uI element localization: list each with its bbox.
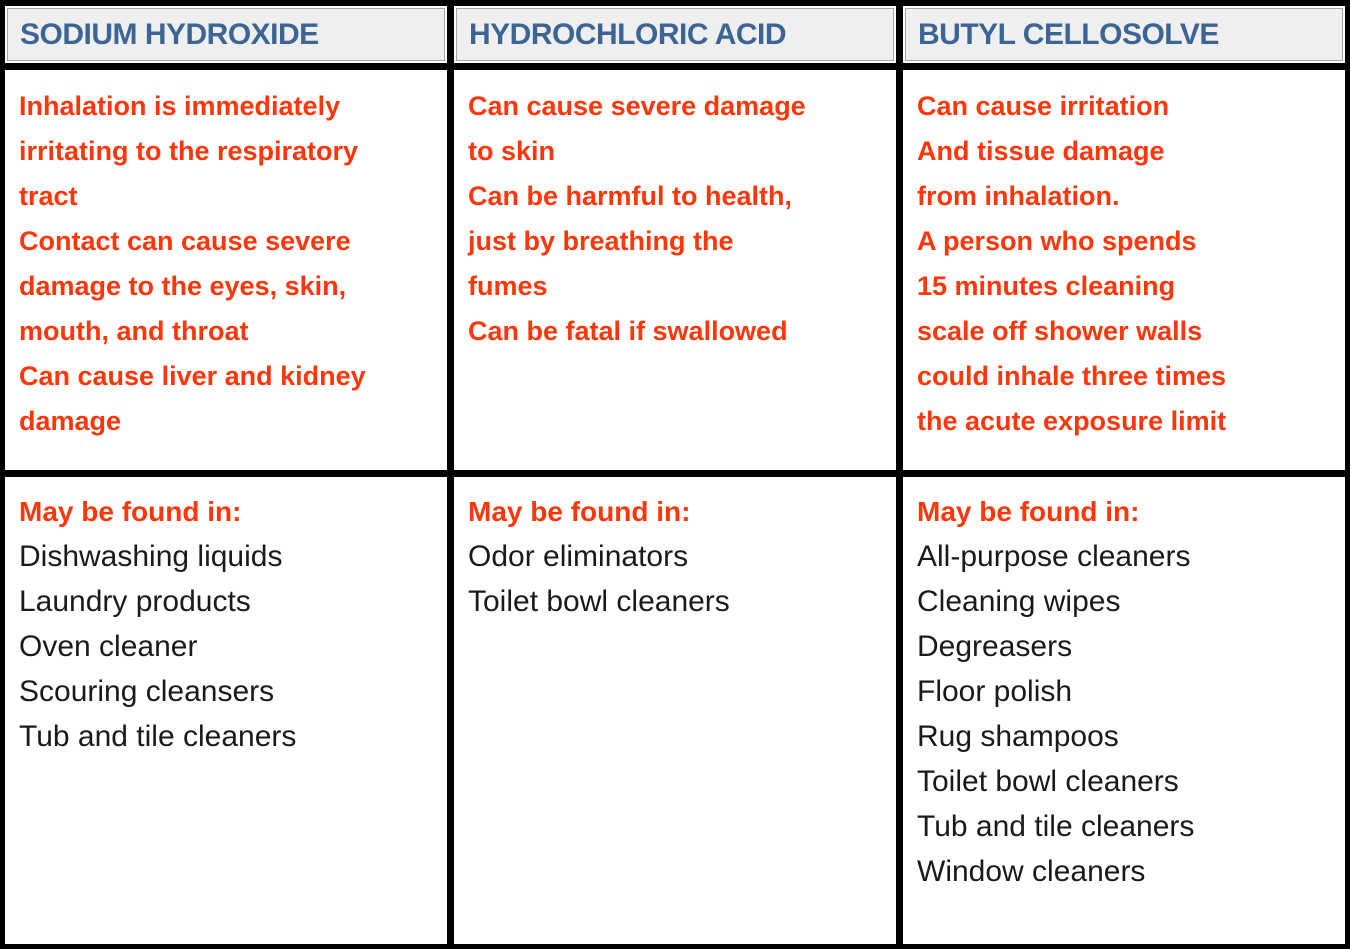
found-in-item: All-purpose cleaners [917,540,1191,573]
hazard-lines: Can cause irritation And tissue damage fro… [917,84,1339,444]
found-in-item: Tub and tile cleaners [917,810,1195,843]
hazard-text-line: mouth, and throat [19,316,249,346]
column-title: HYDROCHLORIC ACID [469,17,787,51]
hazard-text-line: scale off shower walls [917,316,1203,346]
found-in-cell-sodium-hydroxide: May be found in: Dishwashing liquids Laun… [5,477,447,944]
found-in-item: Window cleaners [917,855,1146,888]
found-in-cell-hydrochloric-acid: May be found in: Odor eliminators Toilet … [454,477,896,944]
hazard-lines: Inhalation is immediately irritating to t… [19,84,441,444]
hazard-text-line: just by breathing the [468,226,734,256]
hazard-text-line: irritating to the respiratory [19,136,359,166]
found-in-list: Dishwashing liquids Laundry products Oven … [19,534,441,759]
header-box: BUTYL CELLOSOLVE [905,8,1343,61]
found-in-item: Oven cleaner [19,630,198,663]
hazard-text-line: from inhalation. [917,181,1120,211]
hazard-text-line: 15 minutes cleaning [917,271,1176,301]
found-in-cell-butyl-cellosolve: May be found in: All-purpose cleaners Cle… [903,477,1345,944]
hazard-text-line: A person who spends [917,226,1197,256]
found-in-item: Laundry products [19,585,251,618]
column-header-hydrochloric-acid: HYDROCHLORIC ACID [454,6,896,63]
hazard-text-line: damage [19,406,122,436]
column-title: SODIUM HYDROXIDE [20,17,319,51]
hazard-text-line: Can cause liver and kidney [19,361,366,391]
found-in-label: May be found in: [917,496,1140,527]
hazard-lines: Can cause severe damage to skin Can be har… [468,84,890,354]
hazard-cell-hydrochloric-acid: Can cause severe damage to skin Can be har… [454,70,896,470]
hazard-text-line: fumes [468,271,548,301]
hazard-text-line: Can cause irritation [917,91,1170,121]
found-in-list: All-purpose cleaners Cleaning wipes Degrea… [917,534,1339,894]
column-header-sodium-hydroxide: SODIUM HYDROXIDE [5,6,447,63]
hazard-text-line: Inhalation is immediately [19,91,341,121]
hazard-text-line: tract [19,181,78,211]
found-in-item: Dishwashing liquids [19,540,283,573]
hazard-cell-butyl-cellosolve: Can cause irritation And tissue damage fro… [903,70,1345,470]
found-in-item: Scouring cleansers [19,675,275,708]
hazard-text-line: the acute exposure limit [917,406,1227,436]
found-in-list: Odor eliminators Toilet bowl cleaners [468,534,890,624]
hazard-text-line: And tissue damage [917,136,1165,166]
found-in-item: Tub and tile cleaners [19,720,297,753]
column-title: BUTYL CELLOSOLVE [918,17,1219,51]
found-in-item: Toilet bowl cleaners [917,765,1179,798]
hazard-text-line: Can be harmful to health, [468,181,793,211]
found-in-item: Rug shampoos [917,720,1119,753]
found-in-item: Toilet bowl cleaners [468,585,730,618]
found-in-item: Odor eliminators [468,540,689,573]
found-in-label: May be found in: [19,496,242,527]
header-box: SODIUM HYDROXIDE [7,8,445,61]
hazard-text-line: Contact can cause severe [19,226,351,256]
hazard-text-line: Can cause severe damage [468,91,806,121]
hazard-text-line: damage to the eyes, skin, [19,271,347,301]
column-header-butyl-cellosolve: BUTYL CELLOSOLVE [903,6,1345,63]
hazard-cell-sodium-hydroxide: Inhalation is immediately irritating to t… [5,70,447,470]
hazard-text-line: Can be fatal if swallowed [468,316,788,346]
found-in-item: Floor polish [917,675,1073,708]
found-in-item: Degreasers [917,630,1073,663]
hazard-text-line: to skin [468,136,556,166]
found-in-item: Cleaning wipes [917,585,1121,618]
header-box: HYDROCHLORIC ACID [456,8,894,61]
hazard-text-line: could inhale three times [917,361,1227,391]
found-in-label: May be found in: [468,496,691,527]
